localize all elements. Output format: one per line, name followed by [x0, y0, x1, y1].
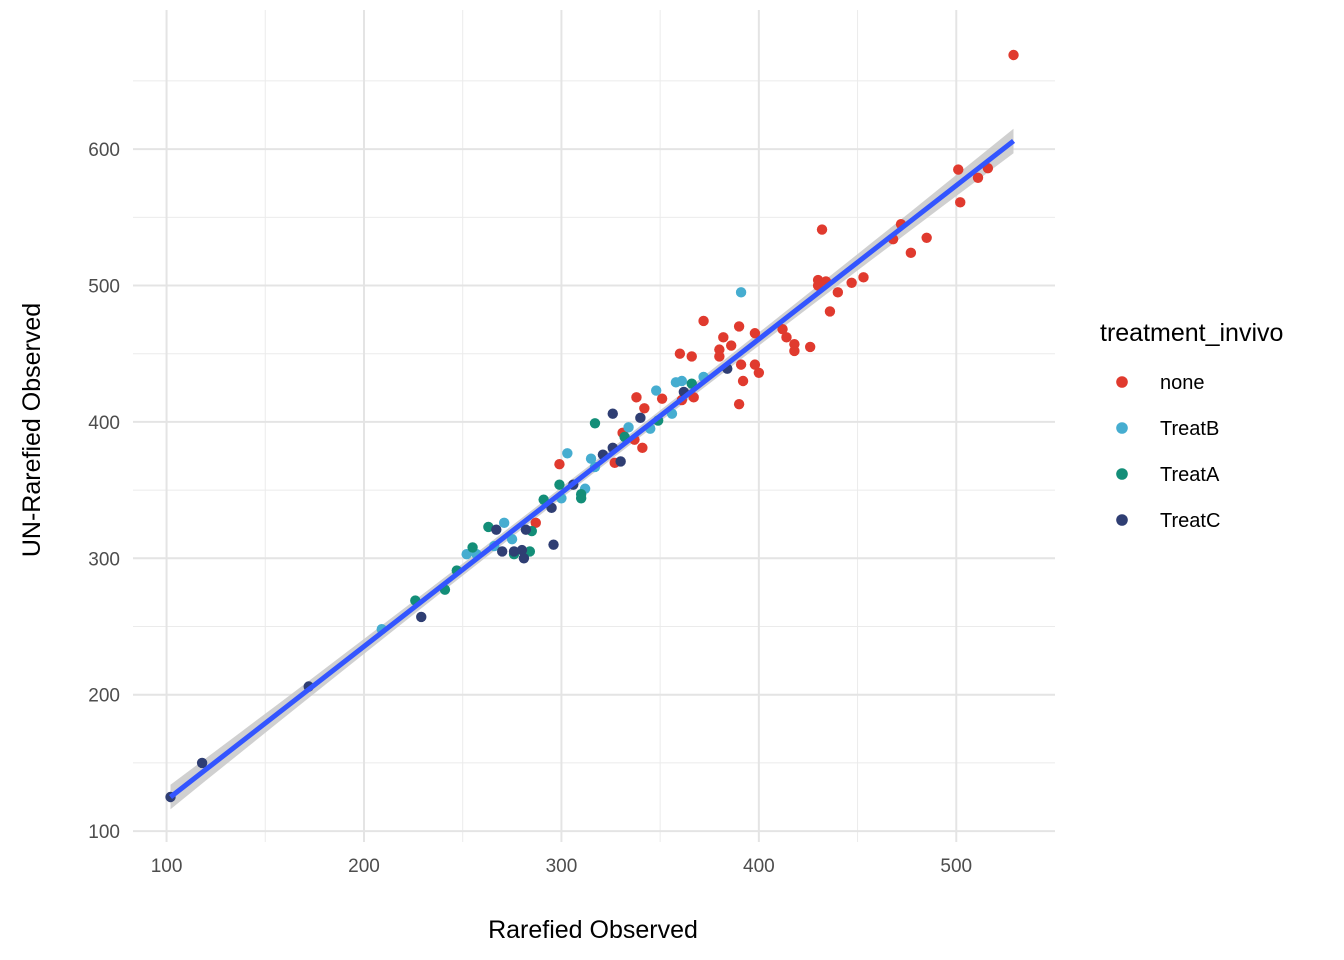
- data-point-none: [1008, 49, 1019, 61]
- data-point-none: [858, 272, 869, 283]
- data-point-none: [905, 247, 917, 258]
- data-point-treatc: [548, 539, 559, 550]
- data-point-treata: [589, 418, 601, 429]
- data-point-treatc: [416, 611, 427, 623]
- major-gridlines: [133, 10, 1055, 842]
- legend-label-treatc: TreatC: [1160, 510, 1220, 532]
- data-point-treatc: [615, 456, 626, 467]
- data-point-none: [749, 328, 761, 339]
- legend-key-treata: [1116, 468, 1128, 480]
- data-point-treatb: [585, 453, 597, 464]
- data-points: [165, 49, 1019, 803]
- y-tick-label: 400: [88, 413, 120, 434]
- legend-key-treatb: [1116, 422, 1128, 434]
- legend-label-none: none: [1160, 372, 1205, 394]
- x-tick-label: 500: [940, 856, 972, 877]
- legend-label-treatb: TreatB: [1160, 418, 1219, 440]
- y-tick-label: 600: [88, 140, 120, 161]
- data-point-treata: [467, 542, 478, 553]
- legend-key-treatc: [1116, 514, 1128, 526]
- data-point-none: [631, 392, 642, 403]
- y-tick-label: 100: [88, 822, 120, 843]
- data-point-treata: [483, 521, 494, 533]
- data-point-none: [804, 341, 816, 353]
- data-point-treatc: [196, 757, 208, 769]
- x-tick-label: 200: [348, 856, 380, 877]
- data-point-treata: [554, 479, 565, 490]
- data-point-none: [554, 458, 565, 470]
- data-point-treatb: [461, 549, 472, 560]
- data-point-none: [955, 197, 966, 208]
- x-tick-label: 300: [546, 856, 578, 877]
- x-axis-ticks: 100 200 300 400 500: [151, 856, 972, 877]
- y-tick-label: 500: [88, 277, 120, 298]
- legend: treatment_invivo none TreatB TreatA TreatC: [1100, 319, 1283, 532]
- data-point-none: [972, 172, 984, 183]
- data-point-treata: [575, 493, 587, 504]
- data-point-none: [777, 323, 788, 335]
- data-point-none: [733, 321, 745, 332]
- data-point-treatb: [498, 517, 510, 529]
- data-point-treatc: [607, 408, 618, 419]
- data-point-none: [921, 232, 932, 243]
- data-point-none: [953, 164, 964, 175]
- data-point-none: [753, 367, 765, 379]
- data-point-none: [789, 345, 800, 357]
- data-point-none: [846, 277, 857, 288]
- data-point-none: [832, 287, 844, 298]
- y-axis-ticks: 100 200 300 400 500 600: [88, 140, 120, 843]
- legend-label-treata: TreatA: [1160, 464, 1220, 486]
- data-point-none: [674, 348, 686, 359]
- data-point-treatb: [735, 287, 747, 298]
- data-point-none: [824, 306, 836, 317]
- data-point-treatb: [623, 422, 634, 433]
- data-point-none: [816, 224, 828, 235]
- regression-line: [168, 138, 1016, 799]
- data-point-none: [735, 359, 747, 370]
- data-point-treatb: [650, 385, 662, 396]
- data-point-none: [714, 351, 725, 362]
- data-point-none: [737, 375, 749, 387]
- x-axis-title: Rarefied Observed: [488, 916, 698, 944]
- data-point-treata: [524, 546, 536, 557]
- y-axis-title: UN-Rarefied Observed: [18, 303, 46, 557]
- data-point-treatb: [562, 448, 573, 459]
- data-point-treatc: [518, 553, 530, 564]
- x-tick-label: 400: [743, 856, 775, 877]
- data-point-none: [749, 359, 761, 370]
- data-point-none: [718, 332, 729, 343]
- data-point-treatc: [516, 544, 528, 556]
- data-point-treatb: [670, 377, 682, 388]
- data-point-none: [637, 442, 648, 454]
- legend-key-none: [1116, 376, 1128, 388]
- legend-title: treatment_invivo: [1100, 319, 1283, 347]
- data-point-none: [656, 393, 668, 404]
- data-point-none: [639, 403, 650, 414]
- x-tick-label: 100: [151, 856, 183, 877]
- data-point-treatc: [635, 412, 646, 424]
- data-point-treatb: [506, 534, 518, 545]
- data-point-none: [686, 351, 697, 362]
- data-point-none: [530, 517, 541, 529]
- data-point-treatc: [520, 524, 532, 535]
- y-tick-label: 200: [88, 686, 120, 707]
- data-point-treatc: [496, 546, 508, 557]
- data-point-treatc: [491, 524, 502, 535]
- data-point-none: [698, 315, 709, 327]
- trend-line: [168, 138, 1016, 799]
- data-point-none: [733, 398, 745, 410]
- y-tick-label: 300: [88, 549, 120, 570]
- data-point-none: [781, 332, 792, 343]
- data-point-none: [726, 340, 737, 351]
- data-point-treatc: [508, 546, 520, 557]
